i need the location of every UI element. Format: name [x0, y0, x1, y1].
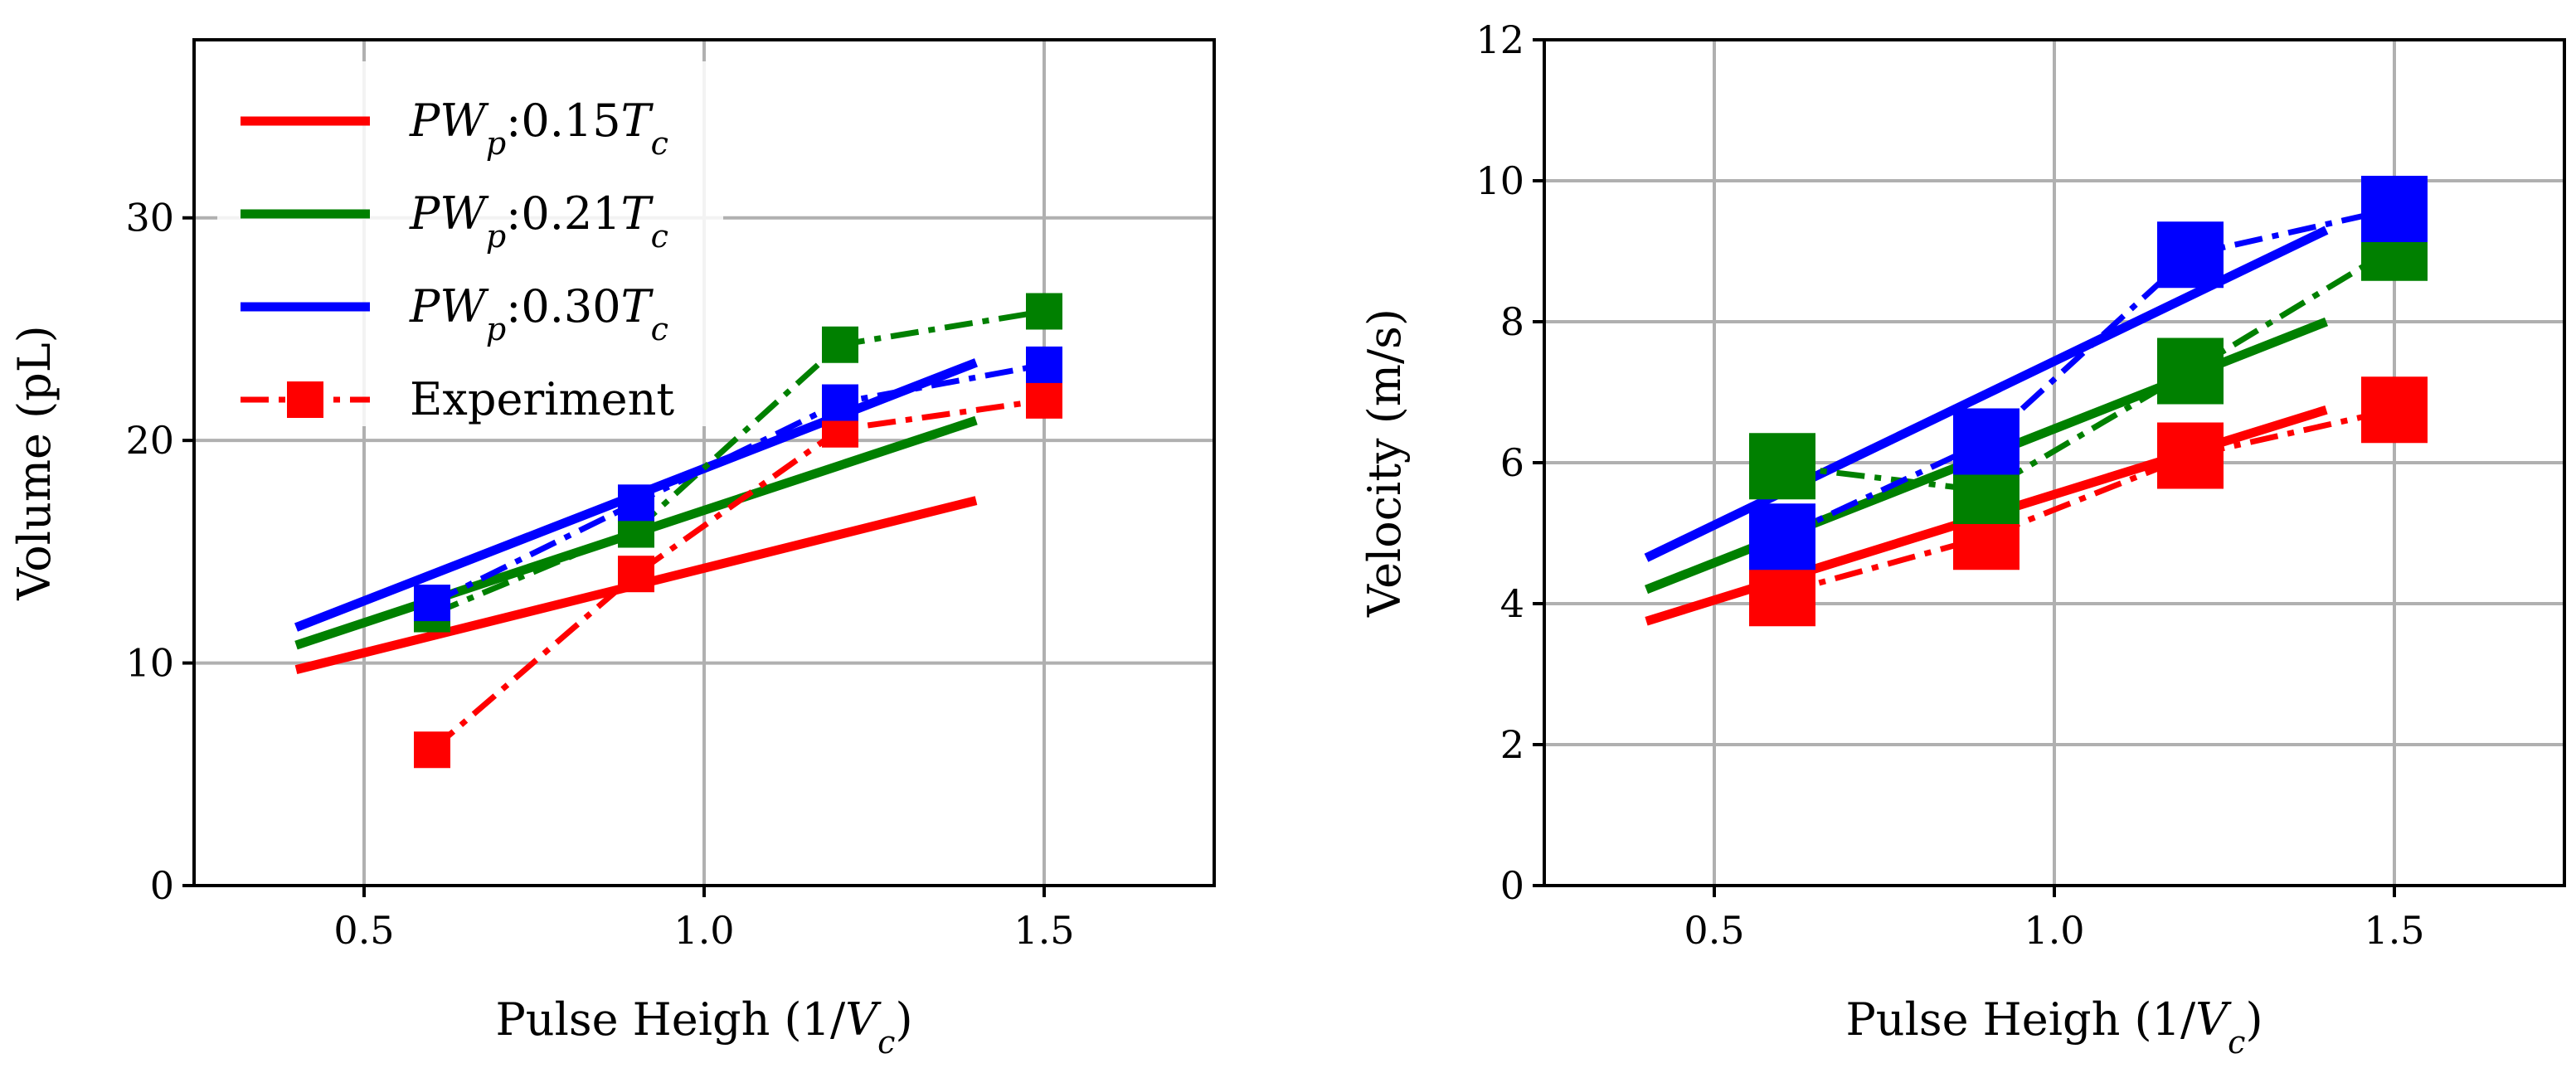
y-tick-label: 30 — [125, 196, 174, 240]
y-tick-label: 0 — [1500, 863, 1524, 908]
experiment-line — [1781, 206, 2395, 540]
legend-marker-swatch — [287, 381, 323, 418]
data-point-square — [822, 384, 858, 421]
legend-label: PWp:0.21Tc — [409, 187, 668, 255]
data-point-square — [2157, 221, 2224, 289]
data-point-square — [1749, 433, 1815, 500]
legend-label: PWp:0.30Tc — [409, 280, 668, 347]
data-point-square — [2361, 376, 2428, 444]
experiment-line — [430, 362, 1045, 606]
chart-panel-1: 0.5 1.0 1.5 0 10 20 30 Pulse Heigh (1/Vc) Volume… — [8, 38, 1216, 1061]
y-tick-label: 6 — [1500, 440, 1524, 485]
y-tick-label: 2 — [1500, 722, 1524, 767]
data-point-square — [1749, 560, 1815, 627]
y-tick-label: 20 — [125, 418, 174, 463]
legend: PWp:0.15Tc PWp:0.21Tc PWp:0.30Tc Experiment — [217, 61, 723, 426]
x-axis-label: Pulse Heigh (1/Vc) — [1845, 993, 2263, 1061]
x-tick-label: 1.5 — [1013, 908, 1074, 953]
data-point-square — [1026, 346, 1062, 383]
x-tick-label: 0.5 — [333, 908, 394, 953]
data-point-square — [2157, 422, 2224, 489]
y-tick-label: 12 — [1475, 17, 1524, 62]
data-point-square — [414, 585, 450, 622]
data-point-square — [1026, 293, 1062, 330]
experiment-line — [430, 397, 1045, 752]
y-axis-label: Volume (pL) — [8, 325, 61, 601]
data-point-square — [1026, 381, 1062, 419]
legend-label: Experiment — [410, 373, 674, 425]
chart-panel-2: 0.5 1.0 1.5 0 2 4 6 8 10 12 Pulse Heigh (1/Vc) Velo… — [1358, 17, 2566, 1061]
data-point-square — [618, 484, 654, 522]
experiment-line — [430, 308, 1045, 617]
y-tick-label: 10 — [1475, 158, 1524, 203]
x-tick-label: 1.0 — [2024, 908, 2084, 953]
y-tick-label: 10 — [125, 641, 174, 686]
data-point-square — [822, 326, 858, 363]
y-tick-label: 4 — [1500, 581, 1524, 626]
data-point-square — [618, 556, 654, 593]
experiment-line — [1781, 406, 2395, 596]
legend-label: PWp:0.15Tc — [409, 95, 668, 162]
data-point-square — [1749, 503, 1815, 570]
x-tick-label: 0.5 — [1684, 908, 1744, 953]
x-tick-label: 1.5 — [2364, 908, 2424, 953]
data-point-square — [1953, 408, 2019, 475]
x-axis-label: Pulse Heigh (1/Vc) — [495, 993, 912, 1061]
x-tick-label: 1.0 — [673, 908, 734, 953]
y-tick-label: 8 — [1500, 299, 1524, 344]
experiment-line — [1781, 245, 2396, 494]
data-point-square — [414, 731, 450, 769]
data-point-square — [2157, 337, 2224, 405]
data-point-square — [2361, 176, 2428, 242]
y-axis-label: Velocity (m/s) — [1358, 308, 1411, 618]
y-tick-label: 0 — [150, 863, 174, 908]
